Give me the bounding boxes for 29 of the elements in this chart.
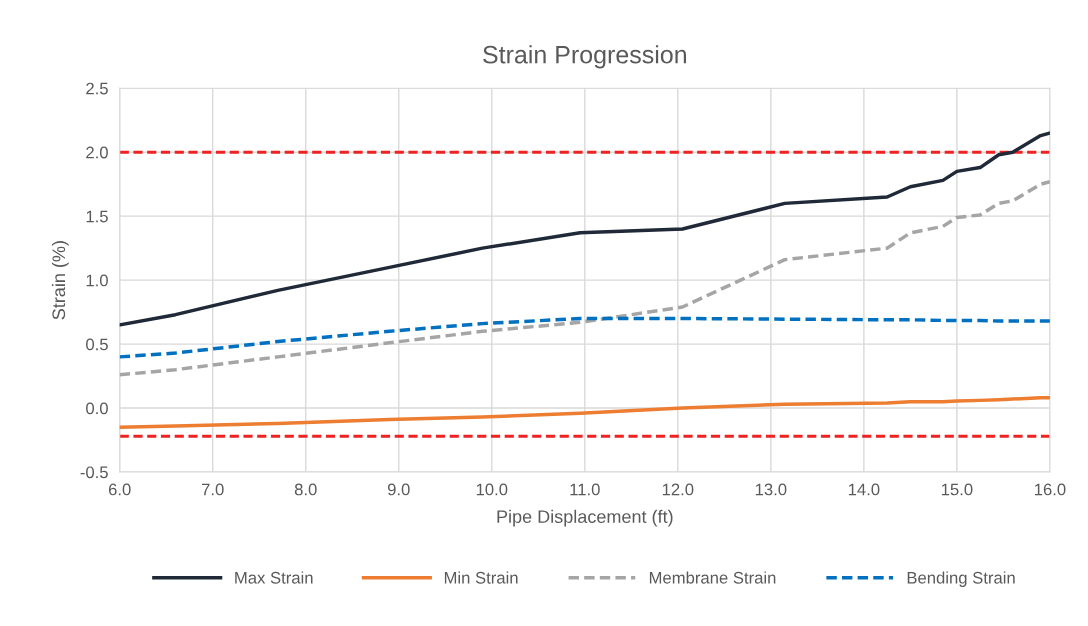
x-tick-label: 13.0 xyxy=(755,483,787,496)
x-tick-label: 15.0 xyxy=(941,483,973,496)
line-series xyxy=(119,131,1050,327)
x-tick-label: 6.0 xyxy=(108,483,131,496)
line-series xyxy=(119,179,1050,377)
y-tick-label: -0.5 xyxy=(80,466,108,479)
y-tick-label: 1.0 xyxy=(86,274,108,287)
x-tick-label: 11.0 xyxy=(570,483,600,496)
y-tick-label: 0.0 xyxy=(86,402,108,415)
x-tick-label: 16.0 xyxy=(1034,483,1066,496)
chart-title: Strain Progression xyxy=(483,45,687,69)
x-tick-label: 10.0 xyxy=(476,483,508,496)
legend-label: Min Strain xyxy=(444,571,518,584)
x-tick-label: 8.0 xyxy=(294,483,317,496)
y-axis-title: Strain (%) xyxy=(51,241,69,320)
x-axis-title: Pipe Displacement (ft) xyxy=(497,509,673,527)
y-tick-label: 2.5 xyxy=(86,82,108,95)
x-tick-label: 9.0 xyxy=(387,483,410,496)
x-tick-label: 12.0 xyxy=(662,483,694,496)
legend-label: Membrane Strain xyxy=(649,571,776,584)
y-tick-label: 0.5 xyxy=(86,338,108,351)
legend-label: Max Strain xyxy=(235,571,313,584)
line-series xyxy=(119,316,1050,359)
line-series xyxy=(119,396,1050,429)
legend-label: Bending Strain xyxy=(907,571,1015,587)
y-tick-label: 1.5 xyxy=(86,210,108,223)
y-tick-label: 2.0 xyxy=(86,146,108,159)
x-tick-label: 14.0 xyxy=(848,483,880,496)
x-tick-label: 7.0 xyxy=(201,483,224,496)
